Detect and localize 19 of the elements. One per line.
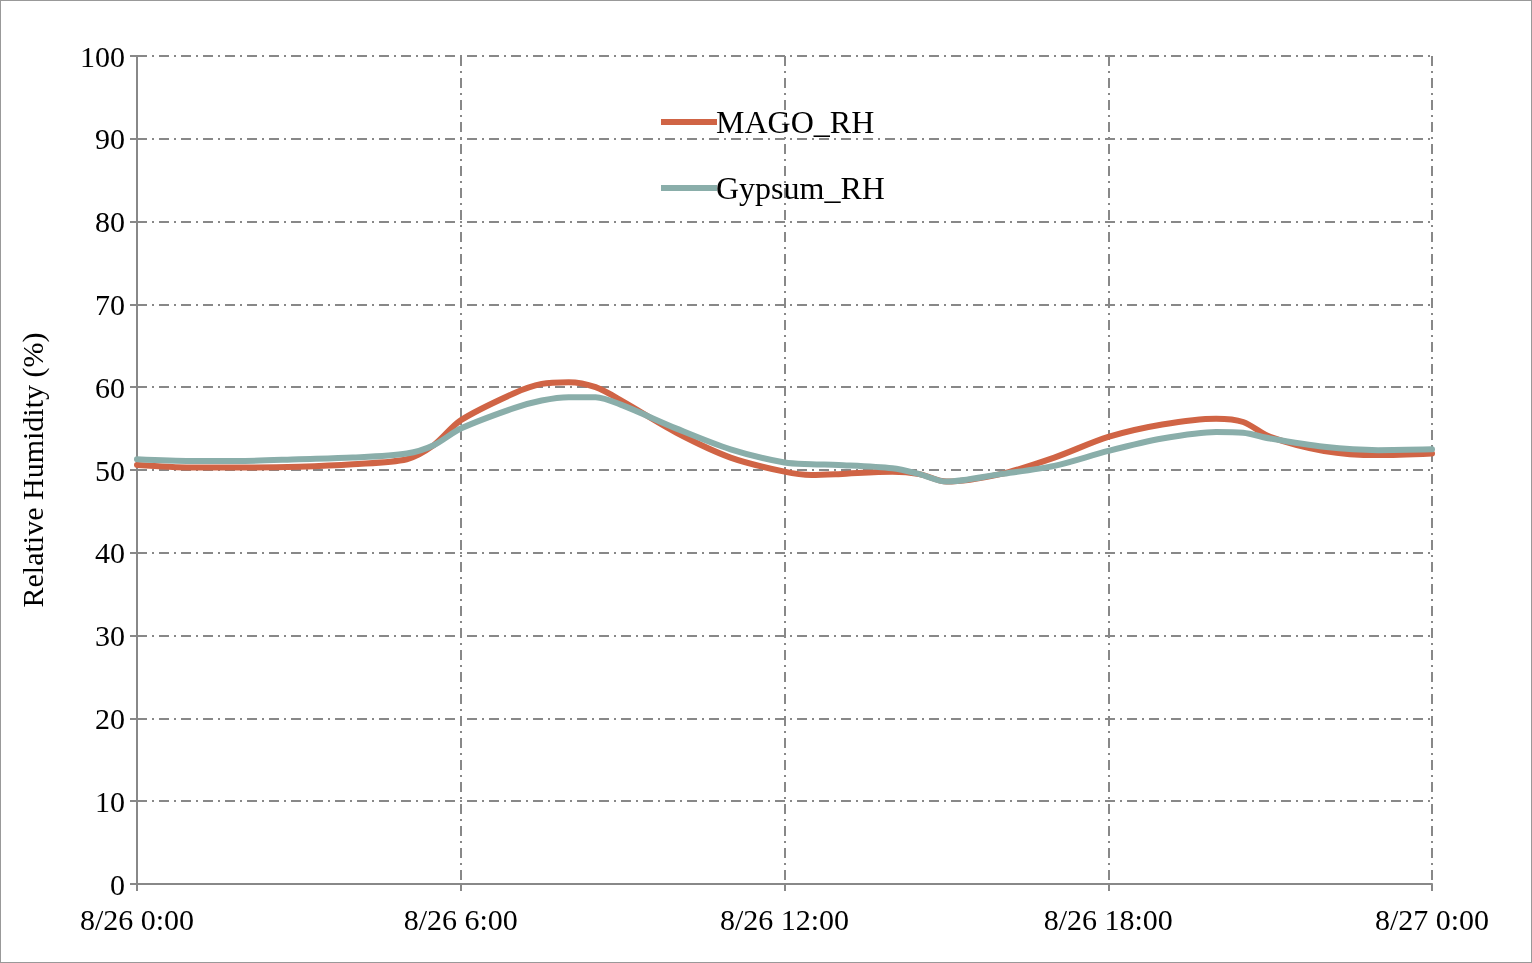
y-axis-title: Relative Humidity (%) bbox=[15, 332, 50, 608]
y-tick-label: 10 bbox=[95, 784, 125, 818]
y-tick-label: 50 bbox=[95, 453, 125, 487]
x-tick-label: 8/26 12:00 bbox=[719, 902, 850, 936]
y-tick-label: 60 bbox=[95, 370, 125, 404]
y-tick-label: 80 bbox=[95, 205, 125, 239]
x-tick-label: 8/26 6:00 bbox=[403, 902, 518, 936]
y-tick-label: 0 bbox=[110, 867, 125, 901]
legend-label: MAGO_RH bbox=[716, 104, 875, 140]
x-tick-label: 8/26 18:00 bbox=[1043, 902, 1173, 936]
y-tick-label: 70 bbox=[95, 287, 125, 321]
y-tick-label: 40 bbox=[95, 536, 125, 570]
x-tick-label: 8/27 0:00 bbox=[1374, 902, 1490, 936]
y-tick-label: 100 bbox=[80, 39, 125, 73]
y-tick-label: 30 bbox=[95, 619, 125, 653]
legend-label: Gypsum_RH bbox=[716, 170, 885, 206]
x-tick-label: 8/26 0:00 bbox=[79, 902, 195, 936]
y-tick-label: 20 bbox=[95, 701, 125, 735]
y-tick-label: 90 bbox=[95, 122, 125, 156]
